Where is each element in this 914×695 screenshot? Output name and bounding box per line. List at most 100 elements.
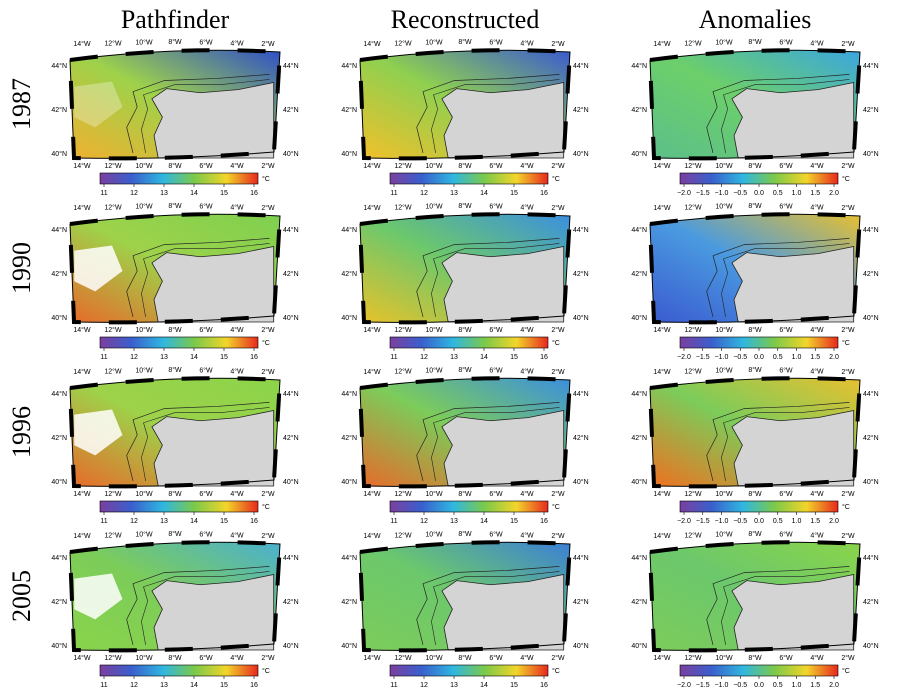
lon-label-bottom: 2°W [841,326,855,334]
colorbar-tick-label: 11 [390,354,397,361]
lon-label-top: 12°W [104,203,122,211]
lon-label-top: 2°W [261,368,275,376]
lon-label-top: 2°W [551,368,565,376]
colorbar-tick-label: 14 [480,682,488,689]
colorbar-tick-label: 2.0 [829,518,839,525]
colorbar-tick-label: 14 [190,190,198,197]
lon-label-bottom: 12°W [104,654,122,662]
lat-label-left: 44°N [631,554,647,562]
lat-label-right: 40°N [573,314,589,322]
lon-label-bottom: 4°W [810,490,824,498]
lon-label-bottom: 4°W [810,162,824,170]
lon-label-bottom: 12°W [104,490,122,498]
lon-label-bottom: 14°W [363,490,381,498]
colorbar-tick-label: 2.0 [829,682,839,689]
land [732,575,854,650]
colorbar-tick-label: 2.0 [829,190,839,197]
colorbar-tick-label: 13 [160,354,168,361]
colorbar-unit: °C [262,175,270,183]
colorbar-tick-label: −2.0 [677,190,691,197]
lat-label-right: 40°N [573,150,589,158]
lon-label-bottom: 4°W [520,162,534,170]
lon-label-top: 12°W [684,203,702,211]
lon-label-top: 10°W [135,203,153,211]
lat-label-right: 42°N [863,270,879,278]
colorbar-unit: °C [262,667,270,675]
lon-label-top: 14°W [73,532,91,540]
lat-label-left: 44°N [341,390,357,398]
colorbar-tick-label: −0.5 [733,518,747,525]
lon-label-top: 12°W [394,203,412,211]
land [152,83,274,158]
colorbar-tick-label: 1.0 [792,682,802,689]
row-year: 1996 [7,406,36,458]
lat-label-left: 42°N [341,434,357,442]
lat-label-right: 44°N [573,554,589,562]
lat-label-left: 42°N [631,106,647,114]
lat-label-right: 44°N [573,62,589,70]
lon-label-top: 6°W [779,531,793,539]
lat-label-left: 42°N [51,270,67,278]
lon-label-bottom: 2°W [261,162,275,170]
lon-label-bottom: 10°W [425,654,443,662]
land [152,575,274,650]
lon-label-bottom: 4°W [520,654,534,662]
lon-label-top: 8°W [168,366,182,374]
lat-label-left: 42°N [631,270,647,278]
lat-label-right: 40°N [863,478,879,486]
lon-label-bottom: 6°W [489,654,503,662]
lon-label-bottom: 6°W [489,162,503,170]
lon-label-top: 6°W [199,203,213,211]
colorbar-tick-label: −1.5 [696,682,710,689]
lon-label-top: 12°W [104,367,122,375]
lon-label-top: 12°W [394,367,412,375]
lat-label-right: 42°N [573,598,589,606]
colorbar-tick-label: 11 [100,354,107,361]
lat-label-left: 42°N [631,598,647,606]
lon-label-bottom: 12°W [394,654,412,662]
lat-label-right: 40°N [863,314,879,322]
lon-label-bottom: 4°W [520,326,534,334]
colorbar [390,665,548,676]
colorbar-tick-label: 0.5 [773,682,783,689]
lon-label-bottom: 4°W [520,490,534,498]
lon-label-bottom: 8°W [748,654,762,662]
lon-label-bottom: 6°W [199,490,213,498]
lat-label-left: 42°N [631,434,647,442]
lon-label-bottom: 2°W [551,326,565,334]
colorbar [100,665,258,676]
lon-label-top: 2°W [261,532,275,540]
lon-label-bottom: 10°W [135,162,153,170]
lat-label-left: 44°N [341,554,357,562]
colorbar-tick-label: −1.5 [696,518,710,525]
lon-label-bottom: 10°W [425,326,443,334]
colorbar [680,501,838,512]
lat-label-left: 40°N [51,642,67,650]
colorbar-tick-label: −2.0 [677,354,691,361]
colorbar-tick-label: 0.0 [754,518,764,525]
lon-label-top: 14°W [73,40,91,48]
land [732,411,854,486]
lon-label-bottom: 14°W [73,654,91,662]
colorbar-tick-label: 13 [160,190,168,197]
lat-label-right: 44°N [283,390,299,398]
lon-label-bottom: 8°W [168,162,182,170]
lon-label-top: 14°W [363,40,381,48]
colorbar-tick-label: 13 [450,682,458,689]
lon-label-top: 2°W [841,368,855,376]
lon-label-top: 10°W [715,203,733,211]
lat-label-left: 44°N [51,390,67,398]
land [152,411,274,486]
lon-label-bottom: 12°W [104,162,122,170]
lon-label-bottom: 12°W [394,326,412,334]
lon-label-bottom: 2°W [261,654,275,662]
lon-label-top: 10°W [135,39,153,47]
colorbar-tick-label: 1.0 [792,354,802,361]
lon-label-bottom: 14°W [363,654,381,662]
colorbar-unit: °C [552,667,560,675]
colorbar-tick-label: 1.0 [792,518,802,525]
lon-label-bottom: 10°W [135,654,153,662]
lat-label-right: 40°N [863,642,879,650]
lon-label-bottom: 10°W [715,490,733,498]
lon-label-bottom: 12°W [684,162,702,170]
